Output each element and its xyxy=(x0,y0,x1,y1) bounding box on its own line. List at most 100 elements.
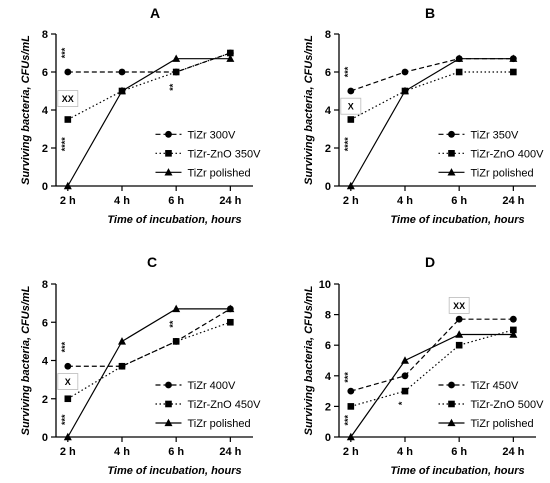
series-line xyxy=(350,329,514,407)
data-point xyxy=(64,68,72,76)
y-tick-label: 8 xyxy=(42,279,48,291)
series-triangle xyxy=(346,330,518,441)
legend-marker xyxy=(447,168,456,176)
y-tick-label: 2 xyxy=(325,143,331,155)
significance-stars: **** xyxy=(343,137,353,152)
legend-marker xyxy=(448,150,455,157)
data-point xyxy=(510,68,517,76)
x-tick-label: 24 h xyxy=(219,195,241,207)
legend-item: TiZr polished xyxy=(155,418,251,430)
y-tick-label: 2 xyxy=(42,143,48,155)
data-point xyxy=(63,181,72,190)
legend-item: TiZr 300V xyxy=(155,129,236,141)
series-line xyxy=(350,333,514,438)
legend-marker xyxy=(448,381,455,389)
legend-item: TiZr polished xyxy=(438,167,534,179)
x-tick-label: 6 h xyxy=(168,446,184,458)
series-line xyxy=(67,52,231,73)
significance-stars: *** xyxy=(60,341,70,352)
x-tick-label: 4 h xyxy=(114,195,130,207)
annotation-box xyxy=(340,97,362,115)
legend-label: TiZr 300V xyxy=(187,129,236,141)
series-circle xyxy=(64,305,234,370)
data-point xyxy=(455,68,463,76)
series-line xyxy=(350,318,514,392)
data-point xyxy=(63,432,72,441)
data-point xyxy=(64,362,72,370)
data-point xyxy=(401,68,409,76)
x-tick-label: 6 h xyxy=(451,446,467,458)
panel-c: C 0 2 4 6 8 2 h 4 h 6 h 24 h Time of incubation, h… xyxy=(20,254,261,477)
legend-label: TiZr-ZnO 500V xyxy=(470,399,544,411)
data-point xyxy=(455,54,464,62)
data-point xyxy=(509,315,517,323)
panel-letter: D xyxy=(425,254,435,270)
data-point xyxy=(455,315,463,323)
significance-mark: X xyxy=(65,377,71,387)
significance-mark: X xyxy=(348,102,354,112)
legend-label: TiZr polished xyxy=(187,418,250,430)
y-tick-label: 6 xyxy=(325,67,331,79)
y-tick-label: 6 xyxy=(42,67,48,79)
x-tick-label: 24 h xyxy=(502,195,524,207)
y-tick-label: 8 xyxy=(325,310,331,322)
data-point xyxy=(227,49,234,57)
data-point xyxy=(347,387,355,395)
series-square xyxy=(64,49,234,123)
annotation-box xyxy=(448,297,470,314)
data-point xyxy=(118,68,126,76)
data-point xyxy=(172,304,181,313)
legend-item: TiZr polished xyxy=(438,418,534,430)
y-tick-label: 6 xyxy=(325,340,331,352)
y-tick-label: 0 xyxy=(325,181,331,193)
series-triangle xyxy=(63,54,235,190)
legend-label: TiZr 350V xyxy=(470,129,519,141)
y-tick-label: 4 xyxy=(42,105,49,117)
significance-mark: XX xyxy=(453,301,465,311)
legend-label: TiZr polished xyxy=(187,167,250,179)
legend-marker xyxy=(165,130,172,138)
series-circle xyxy=(347,315,517,395)
data-point xyxy=(64,395,72,403)
significance-stars: *** xyxy=(60,414,70,425)
legend-item: TiZr-ZnO 350V xyxy=(155,148,261,160)
legend-item: TiZr polished xyxy=(155,167,251,179)
series-line xyxy=(67,58,231,187)
legend-label: TiZr-ZnO 400V xyxy=(470,148,544,160)
legend-marker xyxy=(447,418,456,427)
panel-a: A 0 2 4 6 8 2 h 4 h 6 h 24 h Time of incubation, h… xyxy=(20,5,261,226)
annotation-box xyxy=(57,90,79,107)
series-square xyxy=(64,318,234,403)
y-tick-label: 0 xyxy=(325,432,331,444)
y-axis-title: Surviving bacteria, CFUs/mL xyxy=(20,285,32,435)
y-tick-label: 2 xyxy=(42,394,48,406)
data-point xyxy=(347,403,355,410)
significance-stars: ** xyxy=(168,320,178,328)
data-point xyxy=(401,372,409,380)
legend-marker xyxy=(448,400,455,408)
y-tick-label: 6 xyxy=(42,317,48,329)
data-point xyxy=(227,318,234,326)
series-triangle xyxy=(63,304,235,441)
significance-stars: *** xyxy=(343,66,353,77)
data-point xyxy=(455,330,464,338)
x-tick-label: 6 h xyxy=(168,195,184,207)
x-tick-label: 4 h xyxy=(114,446,130,458)
series-line xyxy=(67,52,231,121)
data-point xyxy=(400,356,409,364)
legend-label: TiZr-ZnO 350V xyxy=(187,148,261,160)
significance-stars: *** xyxy=(343,372,353,383)
data-point xyxy=(172,338,180,345)
y-tick-label: 4 xyxy=(325,105,332,117)
legend-marker xyxy=(165,381,172,389)
legend-marker xyxy=(448,130,455,138)
legend-item: TiZr-ZnO 500V xyxy=(438,399,544,411)
x-tick-label: 2 h xyxy=(60,195,76,207)
significance-stars: ** xyxy=(168,83,178,91)
legend-marker xyxy=(165,150,172,157)
legend-label: TiZr polished xyxy=(470,418,533,430)
legend-item: TiZr-ZnO 450V xyxy=(155,399,261,411)
data-point xyxy=(117,86,126,95)
legend-label: TiZr 450V xyxy=(470,380,519,392)
panel-letter: A xyxy=(150,5,160,21)
